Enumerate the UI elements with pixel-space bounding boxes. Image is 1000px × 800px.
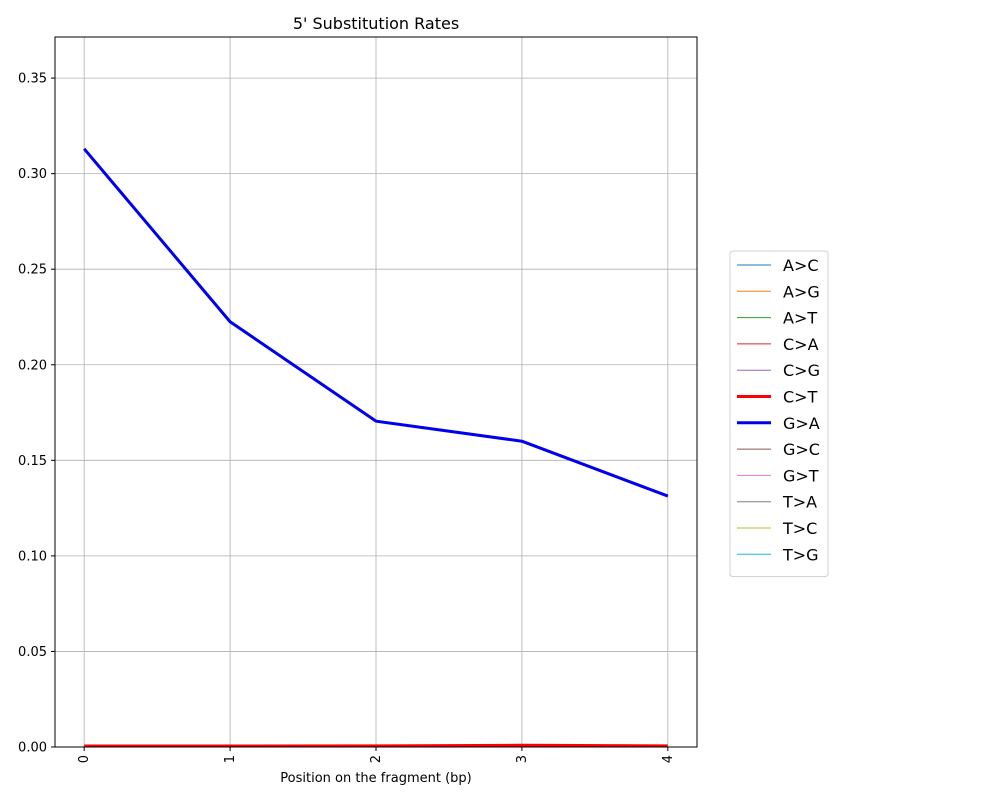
y-tick-label: 0.30 xyxy=(18,167,47,182)
legend-label: T>G xyxy=(782,545,819,564)
y-tick-label: 0.00 xyxy=(18,741,47,756)
y-axis-ticks: 0.00 0.05 0.10 0.15 0.20 0.25 0.30 0.35 xyxy=(18,72,55,756)
legend-label: G>A xyxy=(783,414,820,433)
y-tick-label: 0.10 xyxy=(18,549,47,564)
legend-label: A>C xyxy=(783,256,819,275)
y-tick-label: 0.15 xyxy=(18,454,47,469)
x-tick-label: 1 xyxy=(223,755,238,763)
legend-label: T>A xyxy=(782,493,817,512)
y-tick-label: 0.25 xyxy=(18,263,47,278)
x-tick-label: 0 xyxy=(77,755,92,763)
legend-label: C>T xyxy=(783,388,818,407)
legend-label: G>C xyxy=(783,440,820,459)
series-line-c-to-t xyxy=(84,743,668,748)
legend-label: A>T xyxy=(783,309,817,328)
x-tick-label: 3 xyxy=(515,755,530,763)
x-axis-label: Position on the fragment (bp) xyxy=(280,771,471,786)
legend-label: G>T xyxy=(783,466,819,485)
legend-label: C>G xyxy=(783,361,820,380)
legend-frame xyxy=(729,250,829,578)
y-tick-label: 0.35 xyxy=(18,72,47,87)
x-tick-label: 2 xyxy=(369,755,384,763)
x-axis-ticks: 0 1 2 3 4 xyxy=(77,747,676,763)
grid-lines xyxy=(55,37,697,748)
series-line-g-to-a xyxy=(83,147,669,498)
legend-label: C>A xyxy=(783,335,819,354)
legend: A>C A>G A>T C>A C>G C>T G>A G>C G>T T>A T>C T>G xyxy=(729,250,829,578)
legend-label: T>C xyxy=(782,519,817,538)
y-tick-label: 0.20 xyxy=(18,358,47,373)
y-tick-label: 0.05 xyxy=(18,645,47,660)
x-tick-label: 4 xyxy=(661,755,676,763)
legend-label: A>G xyxy=(783,282,820,301)
chart-title: 5' Substitution Rates xyxy=(293,14,459,33)
